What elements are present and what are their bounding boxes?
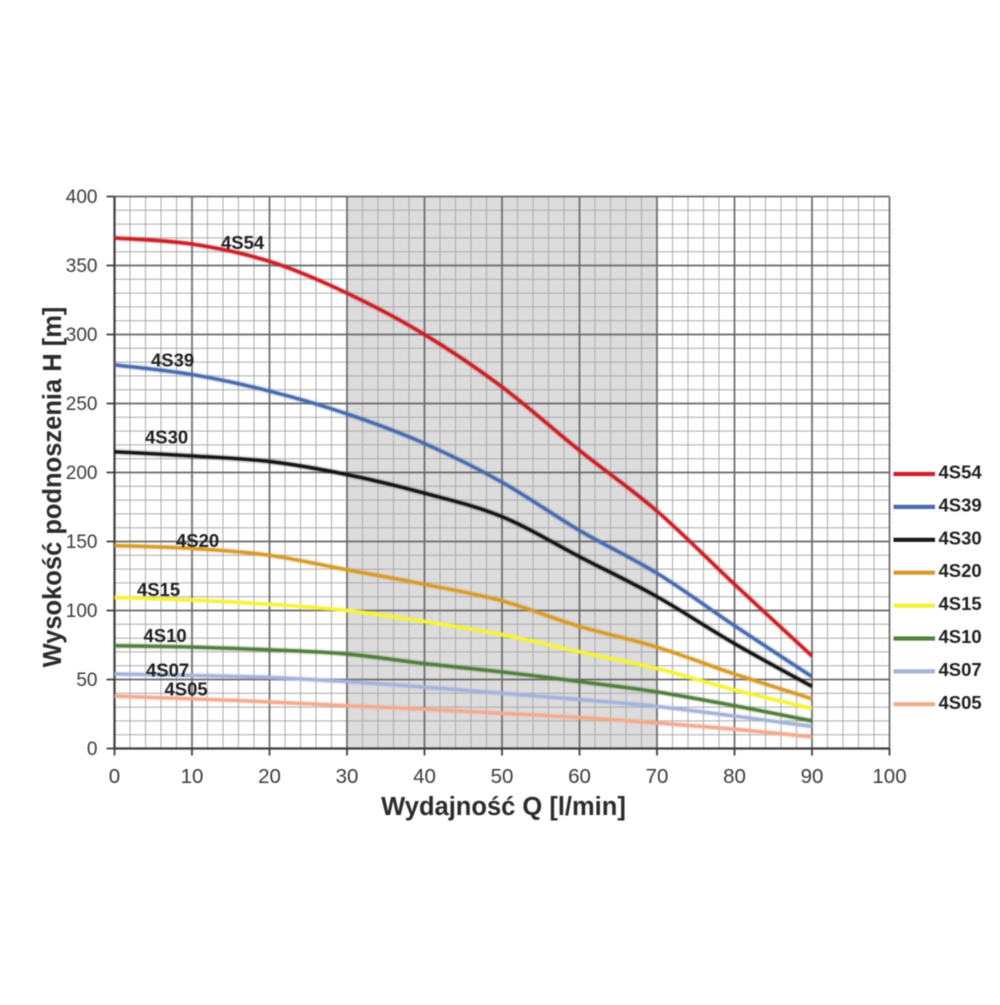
svg-text:200: 200 [66, 463, 98, 484]
svg-text:50: 50 [491, 765, 514, 788]
svg-text:4S20: 4S20 [176, 530, 219, 551]
svg-text:250: 250 [66, 394, 98, 415]
svg-text:60: 60 [568, 765, 591, 788]
svg-text:4S54: 4S54 [221, 232, 265, 253]
svg-text:4S15: 4S15 [137, 579, 180, 600]
svg-text:350: 350 [66, 256, 98, 277]
svg-text:400: 400 [66, 187, 98, 208]
svg-text:100: 100 [872, 765, 906, 788]
svg-text:100: 100 [66, 601, 98, 622]
svg-text:Wydajność Q [l/min]: Wydajność Q [l/min] [381, 793, 626, 821]
svg-text:4S05: 4S05 [939, 692, 982, 713]
svg-text:40: 40 [413, 765, 436, 788]
svg-text:4S30: 4S30 [939, 527, 982, 548]
svg-text:Wysokość podnoszenia H [m]: Wysokość podnoszenia H [m] [39, 307, 67, 668]
svg-text:50: 50 [76, 670, 97, 691]
svg-text:4S15: 4S15 [939, 593, 982, 614]
svg-text:4S07: 4S07 [146, 660, 189, 681]
svg-text:4S07: 4S07 [939, 659, 982, 680]
svg-text:4S39: 4S39 [151, 350, 194, 371]
svg-text:0: 0 [109, 765, 120, 788]
svg-text:4S54: 4S54 [939, 462, 983, 483]
svg-text:30: 30 [336, 765, 359, 788]
svg-text:4S20: 4S20 [939, 560, 982, 581]
svg-text:20: 20 [258, 765, 281, 788]
svg-text:4S05: 4S05 [165, 679, 208, 700]
svg-text:150: 150 [66, 532, 98, 553]
svg-text:0: 0 [87, 739, 98, 760]
svg-text:80: 80 [723, 765, 746, 788]
svg-text:4S30: 4S30 [145, 427, 188, 448]
svg-text:300: 300 [66, 325, 98, 346]
svg-text:4S10: 4S10 [144, 625, 187, 646]
svg-text:90: 90 [801, 765, 824, 788]
svg-text:4S10: 4S10 [939, 626, 982, 647]
svg-text:10: 10 [181, 765, 204, 788]
svg-text:4S39: 4S39 [939, 494, 982, 515]
svg-text:70: 70 [646, 765, 669, 788]
